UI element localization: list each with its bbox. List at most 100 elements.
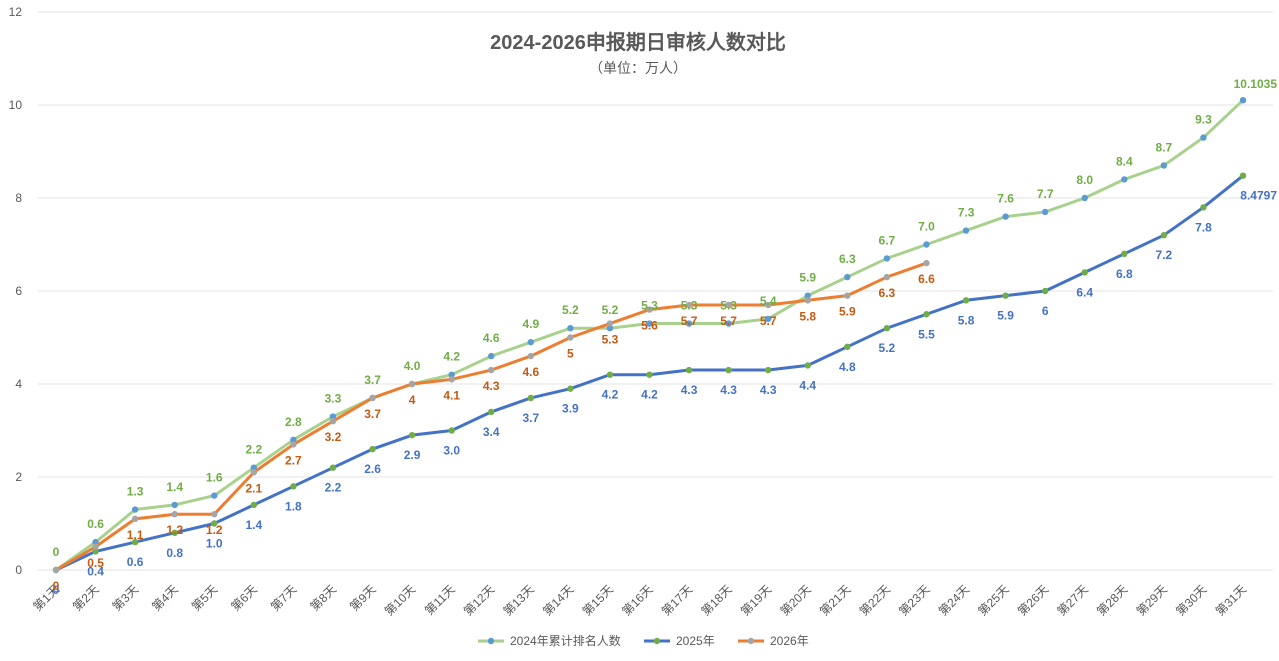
- data-point: [329, 413, 337, 420]
- x-axis-ticks: 第1天 第2天 第3天 第4天 第5天 第6天 第7天 第8天 第9天 第10天 第11天 第12天第…: [31, 582, 1250, 618]
- data-label: 4.6: [522, 365, 539, 379]
- data-point: [290, 441, 297, 448]
- data-point: [606, 371, 614, 378]
- data-point: [1160, 232, 1168, 239]
- data-point: [685, 320, 693, 327]
- series-line-1: [54, 98, 1245, 572]
- data-point: [606, 320, 614, 327]
- data-point: [171, 529, 178, 536]
- x-tick-label: 第7天: [268, 582, 300, 614]
- x-tick-label: 第28天: [1094, 582, 1130, 618]
- data-label: 7.0: [918, 220, 935, 234]
- data-point: [923, 311, 930, 318]
- data-label: 4.0: [404, 359, 421, 373]
- data-point: [804, 292, 811, 299]
- data-point: [1200, 134, 1207, 141]
- data-point: [131, 538, 139, 546]
- chart-title: 2024-2026申报期日审核人数对比: [490, 30, 786, 54]
- data-label: 5.7: [720, 314, 737, 328]
- data-point: [844, 343, 851, 350]
- x-tick-label: 第14天: [540, 582, 576, 618]
- data-label: 3.7: [522, 411, 539, 425]
- y-tick-label: 2: [15, 470, 22, 484]
- data-label: 10.1035: [1234, 77, 1278, 91]
- data-label: 5.3: [720, 299, 737, 313]
- x-tick-label: 第29天: [1134, 582, 1170, 618]
- data-point: [567, 334, 574, 341]
- x-tick-label: 第24天: [936, 582, 972, 618]
- y-axis-ticks: 0 2 4 6 8 10 12: [9, 5, 23, 577]
- data-label: 5.2: [879, 341, 896, 355]
- data-label: 4.6: [483, 331, 500, 345]
- data-point: [1002, 213, 1009, 220]
- data-label: 5.3: [602, 333, 619, 347]
- data-point: [329, 464, 337, 471]
- data-point: [250, 469, 258, 476]
- data-point: [685, 366, 693, 374]
- data-label: 3.4: [483, 425, 500, 439]
- data-point: [211, 492, 218, 499]
- data-label: 7.8: [1195, 220, 1212, 234]
- data-label: 0.6: [87, 517, 104, 531]
- data-point: [408, 431, 416, 439]
- data-point: [131, 506, 139, 513]
- x-tick-label: 第23天: [896, 582, 932, 618]
- series-line-3: [54, 261, 928, 572]
- legend: 2024年累计排名人数 2025年 2026年: [478, 633, 809, 648]
- data-label: 2.6: [364, 462, 381, 476]
- data-point: [923, 241, 930, 248]
- legend-marker-2: [653, 637, 661, 645]
- data-point: [527, 338, 534, 346]
- data-point: [883, 255, 891, 262]
- data-point: [369, 394, 376, 402]
- data-label: 0.4: [87, 564, 104, 578]
- data-point: [1121, 250, 1128, 257]
- x-tick-label: 第25天: [975, 582, 1011, 618]
- data-point: [646, 320, 653, 327]
- data-point: [448, 376, 455, 383]
- data-label: 0.6: [127, 555, 144, 569]
- data-label: 1.0: [206, 537, 223, 551]
- data-point: [329, 418, 337, 425]
- data-point: [567, 385, 574, 392]
- data-point: [725, 366, 732, 374]
- x-tick-label: 第4天: [149, 582, 181, 614]
- data-point: [765, 315, 772, 323]
- data-point: [1081, 194, 1088, 202]
- data-point: [488, 408, 495, 416]
- data-label: 6.3: [839, 252, 856, 266]
- data-label: 4.4: [799, 378, 816, 392]
- data-point: [52, 566, 60, 574]
- y-tick-label: 12: [9, 5, 23, 19]
- data-point: [606, 325, 614, 332]
- data-label: 4.3: [483, 379, 500, 393]
- data-point: [804, 362, 811, 369]
- gridlines: [38, 11, 1273, 571]
- data-label: 0.5: [87, 556, 104, 570]
- data-label: 4.9: [522, 317, 539, 331]
- data-label: 4.1: [443, 388, 460, 402]
- data-label: 4.2: [443, 350, 460, 364]
- y-tick-label: 10: [9, 98, 23, 112]
- x-tick-label: 第11天: [422, 582, 458, 618]
- data-label: 1.2: [166, 523, 183, 537]
- data-point: [883, 273, 891, 281]
- y-tick-label: 0: [15, 563, 22, 577]
- data-point: [804, 297, 811, 304]
- data-point: [962, 297, 970, 304]
- data-label: 7.7: [1037, 187, 1054, 201]
- data-label: 8.0: [1076, 173, 1093, 187]
- data-label: 7.2: [1156, 248, 1173, 262]
- data-label: 4.3: [760, 383, 777, 397]
- data-point: [923, 259, 930, 267]
- data-label: 3.7: [364, 373, 381, 387]
- data-point: [92, 538, 99, 546]
- data-label: 5.4: [760, 294, 777, 308]
- x-tick-label: 第18天: [698, 582, 734, 618]
- data-label: 6.8: [1116, 267, 1133, 281]
- data-point: [1239, 172, 1247, 179]
- data-point: [1121, 176, 1128, 183]
- data-point: [1081, 269, 1088, 276]
- data-point: [765, 301, 772, 309]
- data-point: [765, 366, 772, 374]
